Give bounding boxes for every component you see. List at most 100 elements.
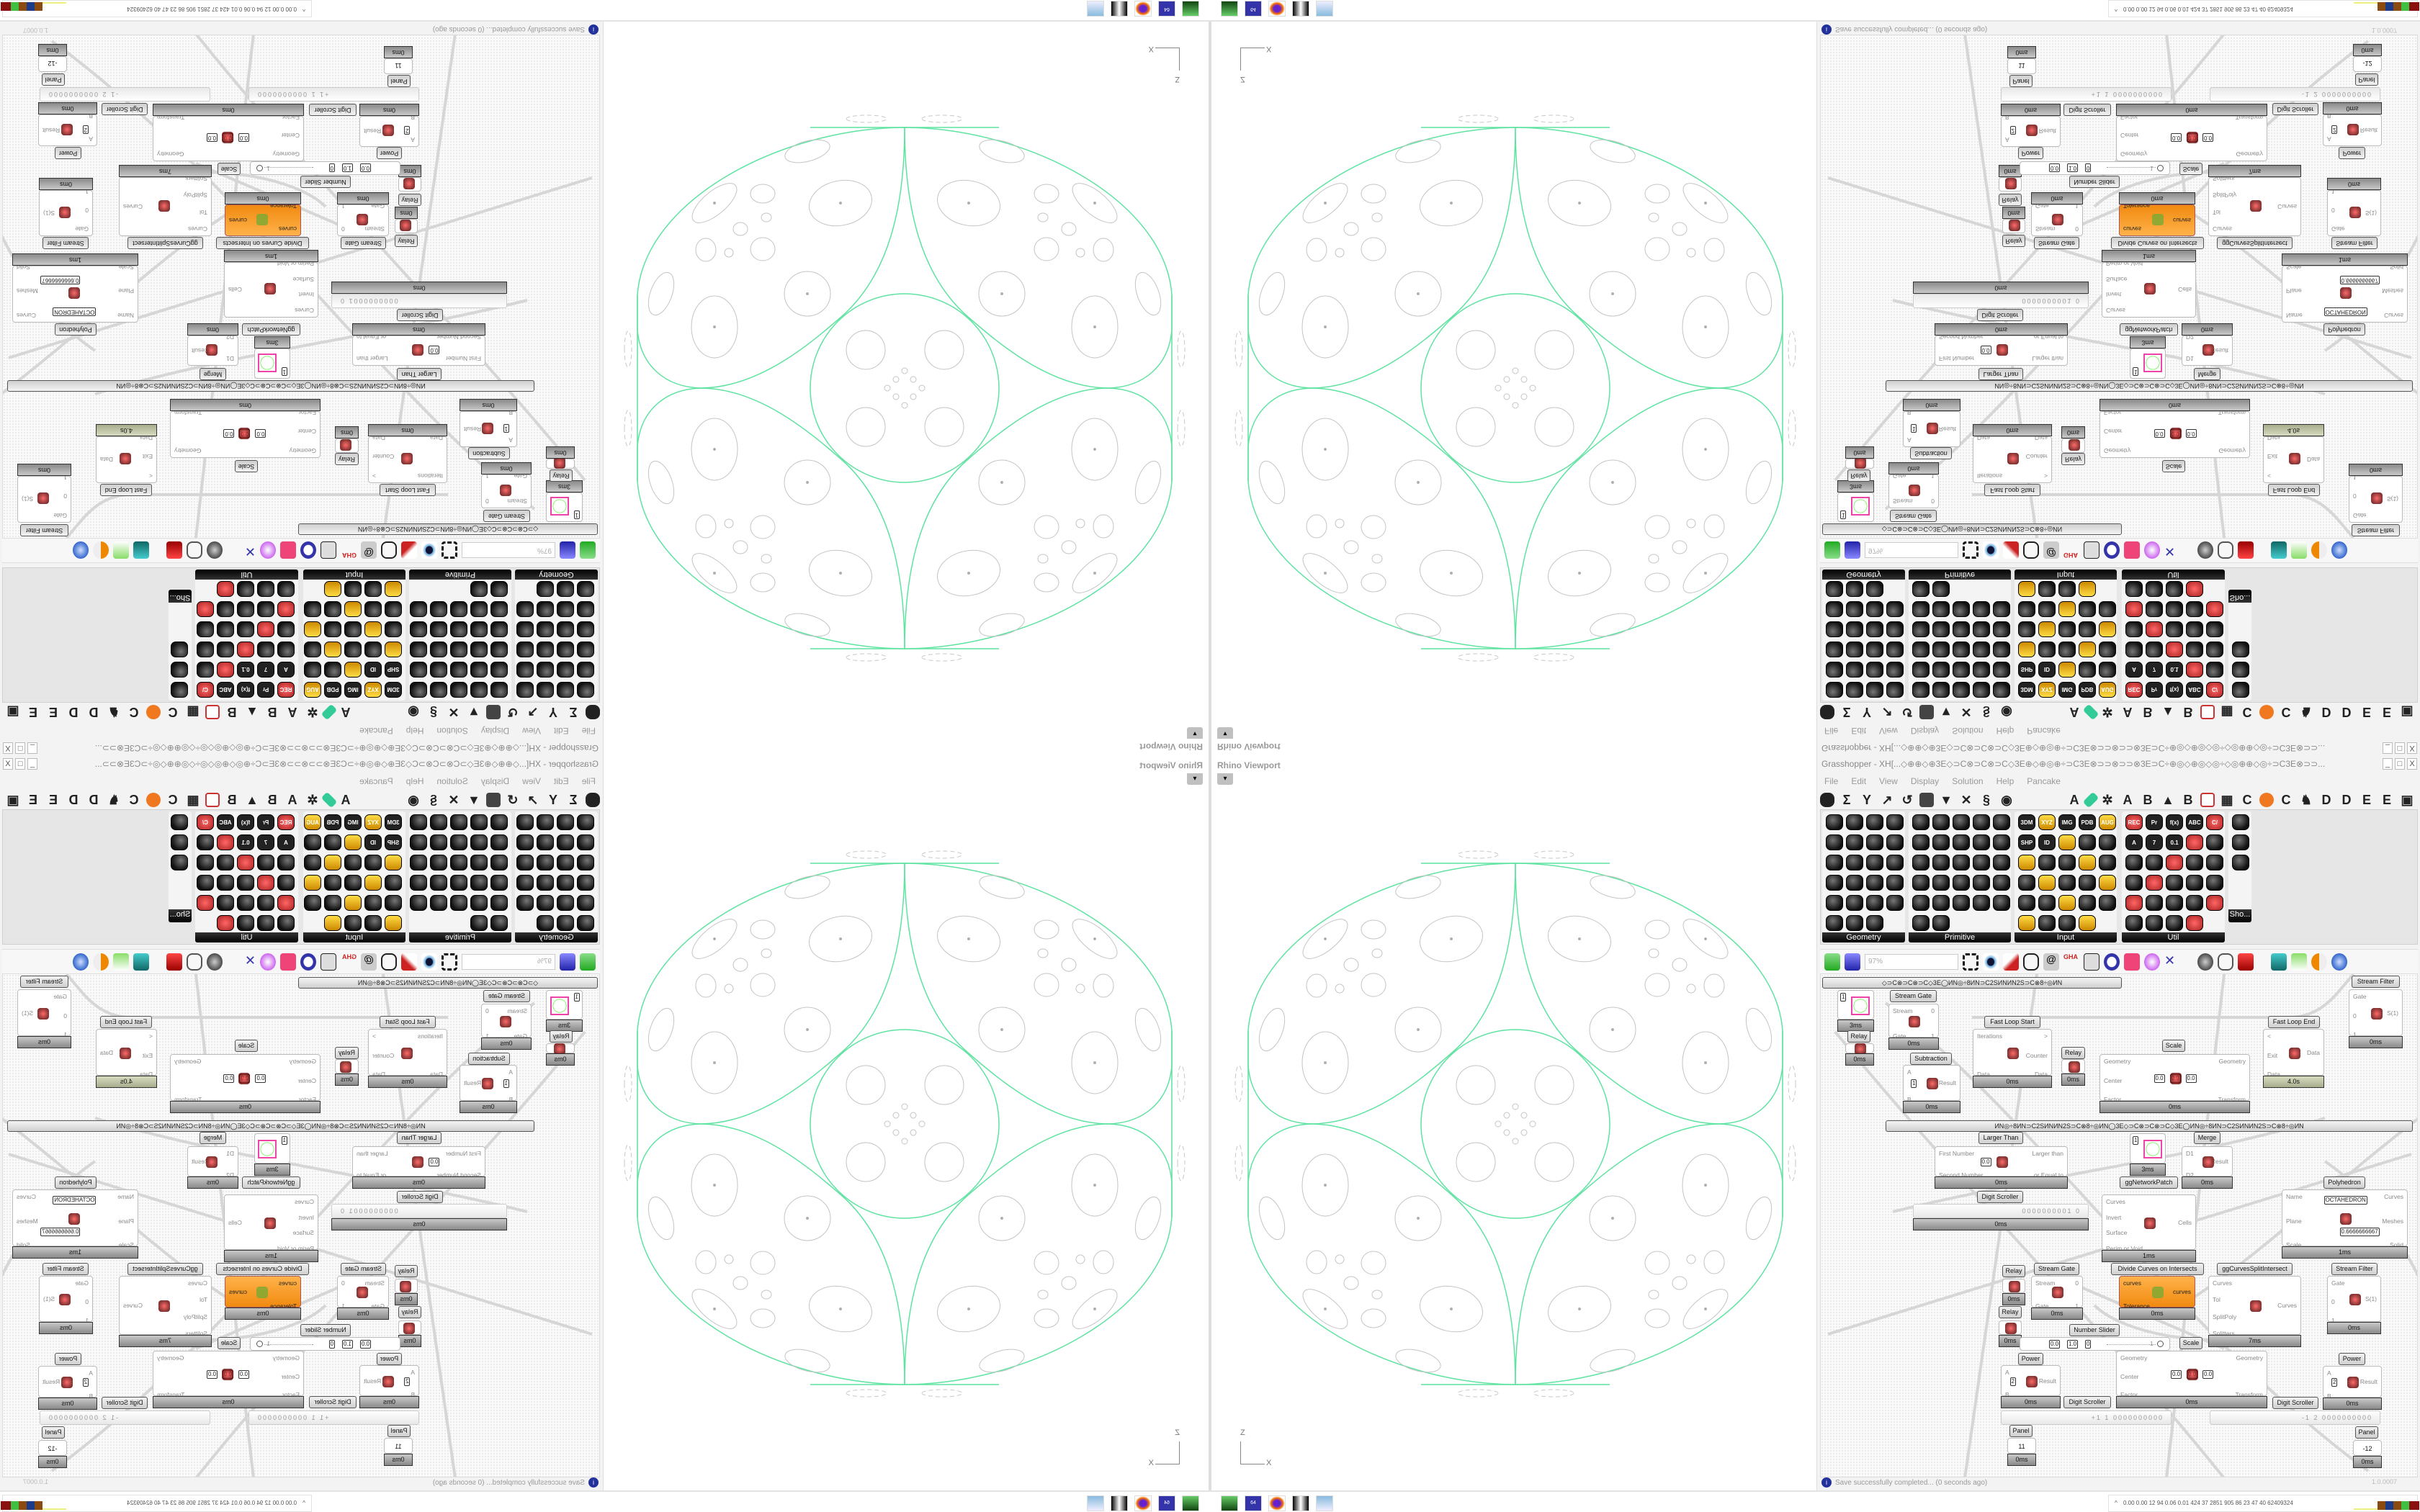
component-icon[interactable]: A <box>2125 662 2143 678</box>
component-icon[interactable] <box>577 581 594 597</box>
zoom-level-field[interactable]: 97% <box>462 542 555 559</box>
component-icon[interactable] <box>364 621 382 637</box>
tab-curve-icon[interactable]: ↺ <box>507 705 519 720</box>
input-parameter[interactable]: Exit <box>2267 453 2278 461</box>
tab-intersect-icon[interactable]: ✕ <box>448 792 460 807</box>
component-icon[interactable] <box>577 814 594 830</box>
component-node[interactable]: First Number Second Number Larger than... … <box>352 1146 485 1179</box>
node-nickname[interactable]: Digit Scroller <box>397 1191 443 1203</box>
output-parameter[interactable]: curves <box>2172 1288 2191 1295</box>
component-icon[interactable] <box>257 621 274 637</box>
output-parameter[interactable]: Meshes <box>17 287 38 295</box>
slider-decimals-field[interactable]: 0 <box>2085 163 2092 172</box>
input-value-field[interactable]: 0.0 <box>223 429 235 438</box>
input-parameter[interactable]: Name <box>117 312 134 319</box>
input-parameter[interactable]: curves <box>2123 225 2142 233</box>
component-icon[interactable] <box>344 895 362 911</box>
slider-min-field[interactable]: 0.0 <box>359 1340 371 1349</box>
input-parameter[interactable]: SplitPoly <box>183 1313 207 1320</box>
menu-solution[interactable]: Solution <box>436 726 468 736</box>
component-icon[interactable] <box>324 581 341 597</box>
component-icon[interactable]: A <box>277 834 295 850</box>
node-nickname[interactable]: Panel <box>2009 1425 2033 1437</box>
node-nickname[interactable]: Stream Gate <box>2034 237 2079 249</box>
sketch-pen-icon[interactable] <box>401 953 417 971</box>
input-value-field[interactable]: 1 <box>1911 1079 1917 1088</box>
output-parameter[interactable]: S(1) <box>22 1009 34 1017</box>
menu-edit[interactable]: Edit <box>1851 776 1867 786</box>
input-parameter[interactable]: Plane <box>118 287 134 295</box>
material-icon[interactable] <box>2311 541 2327 559</box>
component-icon[interactable]: IMG <box>344 682 362 698</box>
preview-node[interactable]: 1 <box>2130 1133 2166 1164</box>
node-nickname[interactable]: Stream Gate <box>1890 510 1937 522</box>
digit-scroller[interactable]: +1 1 0000000000 <box>2001 87 2172 102</box>
component-icon[interactable] <box>410 814 427 830</box>
input-parameter[interactable]: Invert <box>298 1213 314 1221</box>
input-value-field[interactable]: 0.0 <box>429 1158 440 1166</box>
component-node[interactable]: curves Tolerance curves <box>225 1276 301 1310</box>
tab-shield-icon[interactable] <box>205 793 220 807</box>
node-nickname[interactable]: Stream Filter <box>42 237 89 249</box>
material-icon[interactable] <box>2311 953 2327 971</box>
component-node[interactable]: curves Tolerance curves <box>2119 1276 2195 1310</box>
component-icon[interactable] <box>1953 855 1970 870</box>
component-icon[interactable] <box>2125 581 2143 597</box>
component-icon[interactable] <box>490 662 508 678</box>
component-icon[interactable] <box>304 621 321 637</box>
input-parameter[interactable]: Center <box>2104 428 2123 436</box>
component-icon[interactable] <box>557 621 574 637</box>
input-value-field[interactable]: 0.6666666667 <box>2339 1227 2380 1236</box>
panel-node[interactable]: 11 <box>2007 1438 2036 1454</box>
component-icon[interactable] <box>385 601 402 617</box>
component-icon[interactable] <box>450 642 467 657</box>
component-icon[interactable]: 3DM <box>2018 814 2035 830</box>
node-nickname[interactable]: Stream Filter <box>20 524 68 536</box>
component-icon[interactable] <box>410 834 427 850</box>
node-nickname[interactable]: Relay <box>395 235 418 247</box>
maximize-button[interactable]: □ <box>2395 742 2405 754</box>
component-node[interactable]: Iterations Data > Counter Data <box>368 434 447 483</box>
component-icon[interactable] <box>2018 855 2035 870</box>
input-value-field[interactable]: 2 <box>2009 1377 2016 1386</box>
component-icon[interactable] <box>197 855 214 870</box>
component-icon[interactable] <box>1866 601 1883 617</box>
component-icon[interactable] <box>1953 895 1970 911</box>
component-icon[interactable] <box>2206 662 2223 678</box>
slider-min-field[interactable]: 0.0 <box>359 163 371 172</box>
node-nickname[interactable]: Polyhedron <box>2323 323 2365 336</box>
output-parameter[interactable]: Meshes <box>2382 287 2403 295</box>
component-node[interactable]: Curves Invert Surface Perim or Void Cells <box>224 1194 318 1252</box>
component-icon[interactable] <box>470 895 488 911</box>
component-icon[interactable] <box>2018 915 2035 931</box>
tab-a[interactable]: A <box>2069 705 2079 720</box>
panel-label-show[interactable]: Sho... <box>169 909 192 922</box>
grasshopper-canvas[interactable]: ◇⊃C⊗⊃C⊗⊃C◇3E◯ИN◎÷8ИN⊃C2SИNИN2S⊃C⊗8÷◎ИN И… <box>2 973 600 1477</box>
component-icon[interactable] <box>1932 875 1950 891</box>
input-parameter[interactable]: Surface <box>2106 275 2128 283</box>
output-parameter[interactable]: Data <box>100 1048 113 1056</box>
component-icon[interactable]: AUG 20 <box>2099 670 2116 698</box>
component-icon[interactable] <box>577 642 594 657</box>
input-parameter[interactable]: Gate <box>2331 1279 2345 1287</box>
document-preview-icon[interactable] <box>2291 541 2307 559</box>
component-icon[interactable] <box>450 875 467 891</box>
component-node[interactable]: Stream Gate 0 1 <box>481 472 532 508</box>
component-icon[interactable]: IMG <box>344 814 362 830</box>
component-icon[interactable]: f(x) <box>2166 814 2183 830</box>
menu-view[interactable]: View <box>1879 726 1898 736</box>
component-node[interactable] <box>335 1059 359 1074</box>
output-parameter[interactable]: Larger than <box>357 355 388 362</box>
component-icon[interactable] <box>2058 662 2076 678</box>
tab-c2[interactable]: C <box>129 792 139 807</box>
input-parameter[interactable]: Factor <box>2120 1391 2138 1398</box>
tab-d[interactable]: D <box>2321 792 2331 807</box>
input-parameter[interactable]: B <box>2005 1391 2009 1398</box>
panel-label-primitive[interactable]: Primitive <box>409 570 511 580</box>
input-parameter[interactable]: 1 <box>2331 1317 2335 1324</box>
input-value-field[interactable]: 2 <box>404 126 411 135</box>
component-icon[interactable] <box>490 895 508 911</box>
node-nickname[interactable]: Relay <box>398 1306 421 1318</box>
input-parameter[interactable]: Invert <box>2106 1213 2122 1221</box>
tab-params-icon[interactable] <box>1820 793 1834 807</box>
